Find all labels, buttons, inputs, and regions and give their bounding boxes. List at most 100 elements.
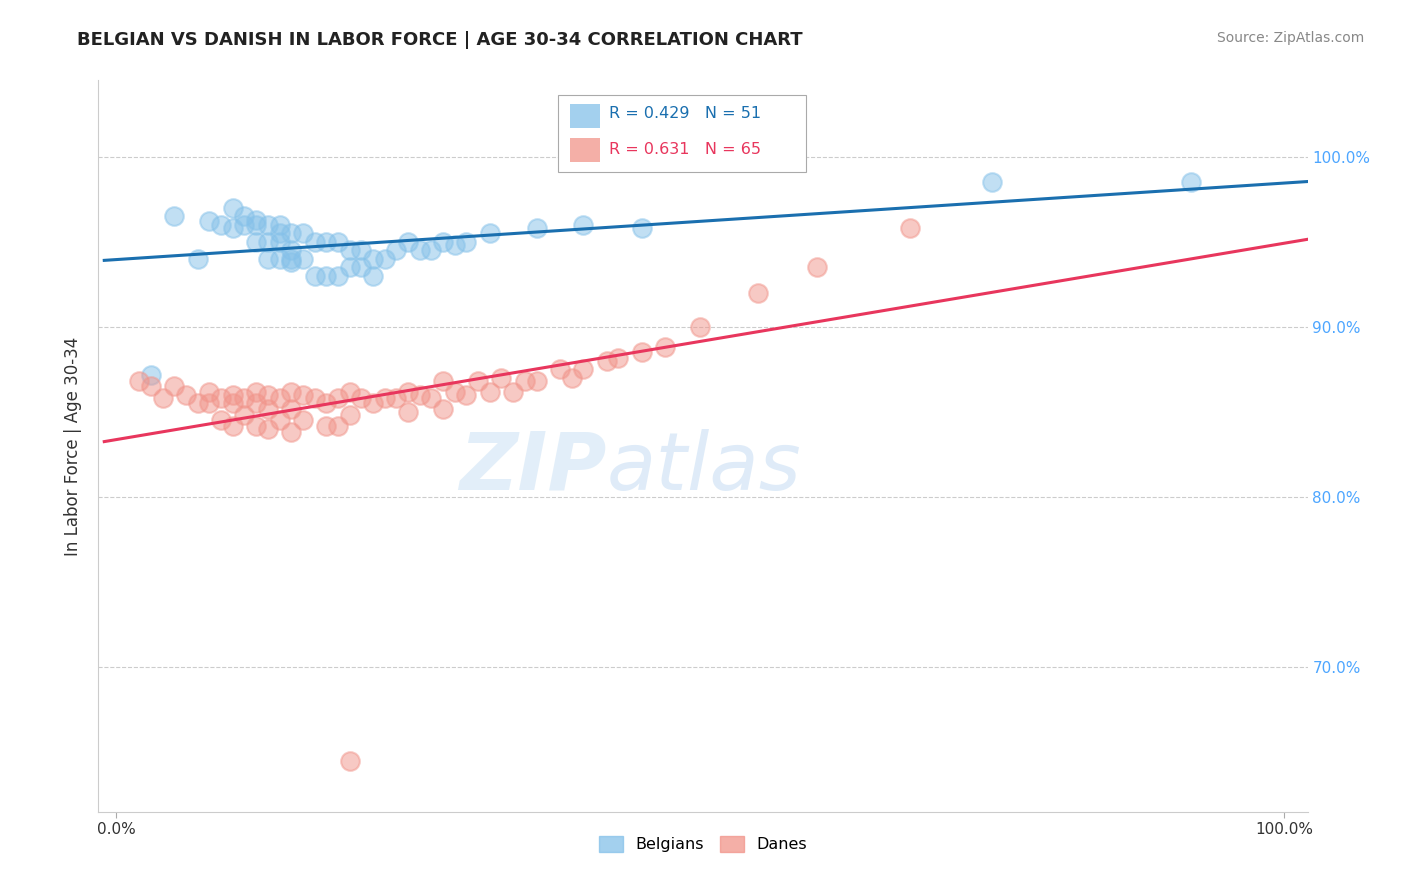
Y-axis label: In Labor Force | Age 30-34: In Labor Force | Age 30-34 bbox=[65, 336, 83, 556]
Point bbox=[233, 392, 256, 406]
Point bbox=[198, 384, 221, 399]
Point bbox=[222, 201, 245, 215]
Point bbox=[339, 260, 361, 275]
Point bbox=[152, 392, 174, 406]
Point bbox=[245, 235, 267, 249]
Point bbox=[326, 268, 349, 283]
Point bbox=[269, 252, 291, 266]
Point bbox=[491, 371, 513, 385]
FancyBboxPatch shape bbox=[558, 95, 806, 171]
Point bbox=[420, 244, 443, 258]
Point bbox=[747, 285, 769, 300]
Point bbox=[432, 375, 454, 389]
Point bbox=[526, 375, 548, 389]
Point bbox=[443, 384, 465, 399]
Point bbox=[245, 418, 267, 433]
Point bbox=[385, 244, 408, 258]
Point bbox=[198, 214, 221, 228]
Point bbox=[269, 392, 291, 406]
Point bbox=[456, 235, 478, 249]
Point bbox=[339, 384, 361, 399]
Point bbox=[350, 392, 373, 406]
Point bbox=[280, 227, 302, 241]
Point bbox=[291, 227, 314, 241]
Point bbox=[526, 221, 548, 235]
Point bbox=[269, 413, 291, 427]
Point bbox=[245, 396, 267, 410]
Point bbox=[291, 413, 314, 427]
Point bbox=[269, 218, 291, 232]
Point bbox=[385, 392, 408, 406]
FancyBboxPatch shape bbox=[569, 138, 600, 162]
Point bbox=[222, 418, 245, 433]
Point bbox=[139, 379, 162, 393]
Point bbox=[291, 252, 314, 266]
Point bbox=[630, 221, 652, 235]
Point bbox=[315, 418, 337, 433]
Text: R = 0.631   N = 65: R = 0.631 N = 65 bbox=[609, 142, 761, 157]
Point bbox=[654, 340, 676, 354]
Point bbox=[245, 384, 267, 399]
Point bbox=[409, 388, 432, 402]
Point bbox=[233, 218, 256, 232]
Point bbox=[187, 252, 209, 266]
Point bbox=[256, 218, 278, 232]
Point bbox=[163, 379, 186, 393]
Point bbox=[339, 409, 361, 423]
Point bbox=[280, 384, 302, 399]
Point bbox=[1180, 175, 1202, 189]
Point bbox=[315, 235, 337, 249]
Point bbox=[304, 235, 326, 249]
Point bbox=[420, 392, 443, 406]
Point bbox=[339, 244, 361, 258]
Point bbox=[198, 396, 221, 410]
Point bbox=[607, 351, 630, 365]
Point bbox=[187, 396, 209, 410]
Text: BELGIAN VS DANISH IN LABOR FORCE | AGE 30-34 CORRELATION CHART: BELGIAN VS DANISH IN LABOR FORCE | AGE 3… bbox=[77, 31, 803, 49]
Point bbox=[280, 401, 302, 416]
Point bbox=[256, 401, 278, 416]
Point bbox=[396, 384, 419, 399]
Point bbox=[245, 218, 267, 232]
Point bbox=[374, 392, 396, 406]
Point bbox=[222, 396, 245, 410]
Text: ZIP: ZIP bbox=[458, 429, 606, 507]
Point bbox=[396, 405, 419, 419]
Point bbox=[269, 235, 291, 249]
Point bbox=[256, 422, 278, 436]
Point bbox=[548, 362, 571, 376]
Point bbox=[304, 268, 326, 283]
Point bbox=[572, 362, 595, 376]
Point bbox=[304, 392, 326, 406]
Point bbox=[326, 235, 349, 249]
Point bbox=[291, 388, 314, 402]
Point bbox=[806, 260, 828, 275]
Point bbox=[502, 384, 524, 399]
FancyBboxPatch shape bbox=[569, 103, 600, 128]
Point bbox=[595, 354, 617, 368]
Point bbox=[361, 268, 384, 283]
Point bbox=[256, 388, 278, 402]
Point bbox=[326, 392, 349, 406]
Point bbox=[280, 244, 302, 258]
Point bbox=[572, 218, 595, 232]
Point bbox=[222, 388, 245, 402]
Point bbox=[432, 235, 454, 249]
Point bbox=[467, 375, 489, 389]
Point bbox=[456, 388, 478, 402]
Point bbox=[233, 210, 256, 224]
Text: atlas: atlas bbox=[606, 429, 801, 507]
Point bbox=[350, 260, 373, 275]
Point bbox=[315, 396, 337, 410]
Point bbox=[443, 238, 465, 252]
Text: R = 0.429   N = 51: R = 0.429 N = 51 bbox=[609, 106, 761, 121]
Point bbox=[478, 384, 501, 399]
Point bbox=[222, 221, 245, 235]
Point bbox=[209, 413, 232, 427]
Point bbox=[280, 425, 302, 440]
Point bbox=[513, 375, 536, 389]
Point bbox=[689, 320, 711, 334]
Point bbox=[396, 235, 419, 249]
Point bbox=[409, 244, 432, 258]
Point bbox=[361, 396, 384, 410]
